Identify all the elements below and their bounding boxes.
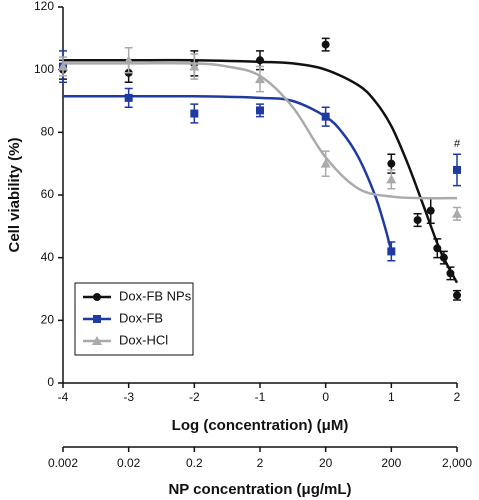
y-tick-label: 120 [34,0,54,13]
point [256,56,264,65]
point [452,208,462,218]
x-axis-title: Log (concentration) (μM) [172,417,349,434]
point [426,206,435,215]
point [386,174,397,184]
y-tick-label: 100 [34,62,54,76]
x2-tick-label: 2 [257,456,264,470]
x-tick-label: -3 [123,390,134,404]
point [453,165,461,174]
point [321,112,330,121]
point [256,106,264,115]
y-tick-label: 60 [41,187,55,201]
point [321,40,330,49]
x2-tick-label: 0.002 [48,456,78,470]
x-tick-label: -1 [255,390,266,404]
point [93,293,101,301]
point [387,159,396,168]
point [189,61,200,71]
x-tick-label: 0 [322,390,329,404]
y-tick-label: 0 [47,375,54,389]
point [255,74,265,84]
legend: Dox-FB NPs Dox-FB Dox-HCl [74,282,194,356]
point [190,109,199,118]
point [413,216,422,225]
point [92,336,102,345]
annotation: # [454,138,461,150]
point [93,315,101,323]
y-axis-title: Cell viability (%) [6,137,23,252]
point [320,158,331,168]
x-tick-label: 2 [454,390,461,404]
x-tick-label: -2 [189,390,200,404]
legend-label: Dox-FB NPs [119,288,192,303]
point [433,244,442,253]
fit-curve [63,61,458,200]
fit-curve [63,94,393,252]
y-tick-label: 40 [41,250,55,264]
x2-axis-title: NP concentration (μg/mL) [168,481,351,498]
point [387,247,396,256]
x2-tick-label: 0.02 [117,456,141,470]
legend-label: Dox-FB [119,310,163,325]
x2-tick-label: 0.2 [186,456,203,470]
x2-tick-label: 2,000 [442,456,472,470]
y-tick-label: 20 [41,313,55,327]
x2-tick-label: 200 [381,456,401,470]
point [123,55,134,65]
legend-label: Dox-HCl [119,332,168,347]
point [446,269,455,278]
point [453,291,461,300]
x2-tick-label: 20 [319,456,333,470]
point [439,253,448,262]
x-tick-label: -4 [58,390,69,404]
y-tick-label: 80 [41,125,55,139]
point [124,93,133,102]
fit-curve [62,58,459,284]
point [58,61,68,71]
x-tick-label: 1 [388,390,395,404]
